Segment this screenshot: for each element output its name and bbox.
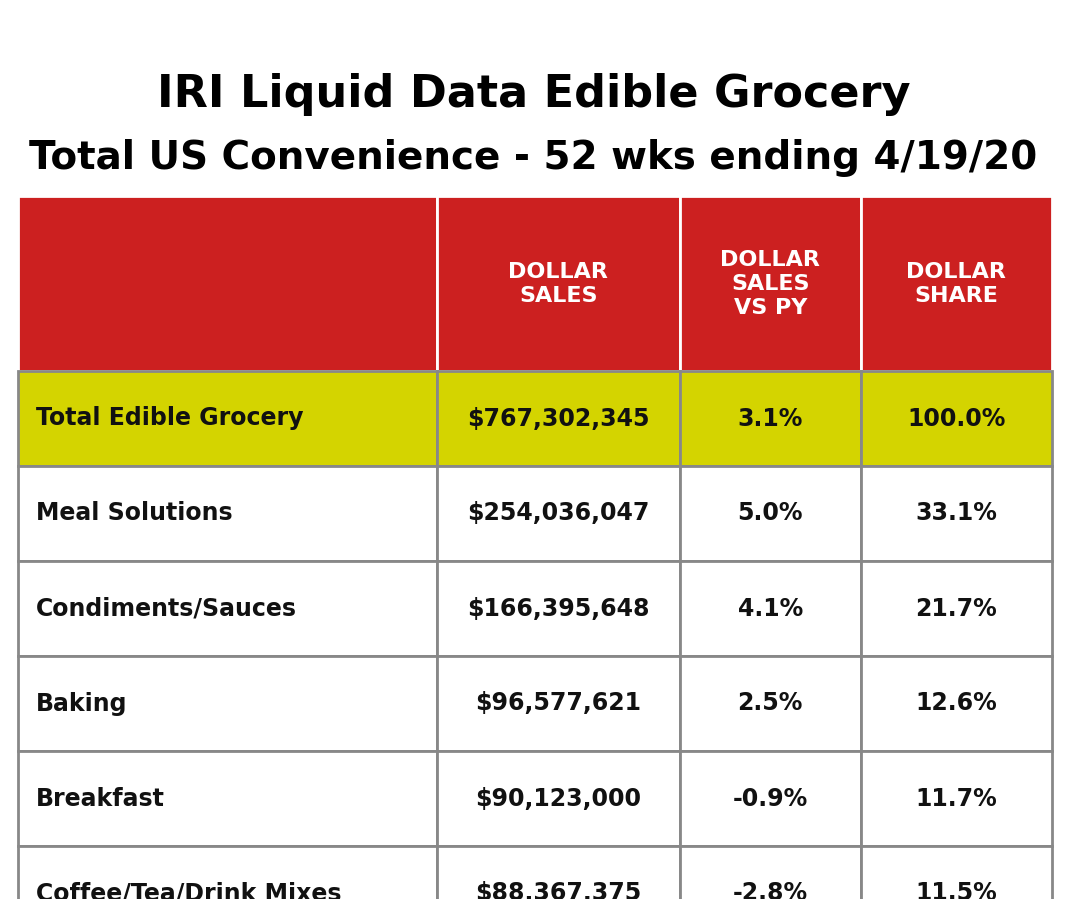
Bar	[18, 561, 436, 656]
Text: Coffee/Tea/Drink Mixes: Coffee/Tea/Drink Mixes	[36, 882, 341, 899]
Text: IRI Liquid Data Edible Grocery: IRI Liquid Data Edible Grocery	[157, 74, 910, 117]
Bar	[861, 196, 1052, 371]
Bar	[436, 561, 680, 656]
Text: 21.7%: 21.7%	[915, 597, 998, 620]
Text: Baking: Baking	[36, 691, 127, 716]
Bar	[18, 196, 436, 371]
Text: Breakfast: Breakfast	[36, 787, 165, 811]
Bar	[680, 656, 861, 751]
Bar	[680, 371, 861, 466]
Text: DOLLAR
SALES
VS PY: DOLLAR SALES VS PY	[720, 250, 821, 317]
Text: 11.7%: 11.7%	[915, 787, 998, 811]
Bar	[436, 751, 680, 846]
Text: 4.1%: 4.1%	[737, 597, 802, 620]
Text: 11.5%: 11.5%	[915, 882, 998, 899]
Bar	[18, 656, 436, 751]
Bar	[680, 196, 861, 371]
Bar	[861, 561, 1052, 656]
Text: $90,123,000: $90,123,000	[475, 787, 641, 811]
Text: 33.1%: 33.1%	[915, 502, 998, 526]
Text: 100.0%: 100.0%	[907, 406, 1005, 431]
Text: -2.8%: -2.8%	[733, 882, 808, 899]
Text: -0.9%: -0.9%	[733, 787, 808, 811]
Bar	[861, 656, 1052, 751]
Bar	[436, 846, 680, 899]
Bar	[861, 466, 1052, 561]
Bar	[18, 466, 436, 561]
Text: $254,036,047: $254,036,047	[467, 502, 650, 526]
Text: $96,577,621: $96,577,621	[475, 691, 641, 716]
Bar	[680, 466, 861, 561]
Bar	[680, 561, 861, 656]
Bar	[18, 751, 436, 846]
Bar	[18, 371, 436, 466]
Text: 2.5%: 2.5%	[737, 691, 803, 716]
Text: Condiments/Sauces: Condiments/Sauces	[36, 597, 297, 620]
Bar	[436, 466, 680, 561]
Text: 3.1%: 3.1%	[737, 406, 803, 431]
Text: Meal Solutions: Meal Solutions	[36, 502, 233, 526]
Bar	[861, 751, 1052, 846]
Bar	[680, 846, 861, 899]
Bar	[18, 846, 436, 899]
Text: DOLLAR
SALES: DOLLAR SALES	[508, 262, 608, 306]
Text: DOLLAR
SHARE: DOLLAR SHARE	[907, 262, 1006, 306]
Text: 5.0%: 5.0%	[737, 502, 803, 526]
Bar	[861, 846, 1052, 899]
Text: 12.6%: 12.6%	[915, 691, 998, 716]
Bar	[861, 371, 1052, 466]
Text: $166,395,648: $166,395,648	[467, 597, 650, 620]
Text: $767,302,345: $767,302,345	[467, 406, 650, 431]
Text: $88,367,375: $88,367,375	[475, 882, 641, 899]
Bar	[436, 371, 680, 466]
Bar	[680, 751, 861, 846]
Text: Total US Convenience - 52 wks ending 4/19/20: Total US Convenience - 52 wks ending 4/1…	[30, 139, 1037, 177]
Text: Total Edible Grocery: Total Edible Grocery	[36, 406, 303, 431]
Bar	[436, 656, 680, 751]
Bar	[436, 196, 680, 371]
